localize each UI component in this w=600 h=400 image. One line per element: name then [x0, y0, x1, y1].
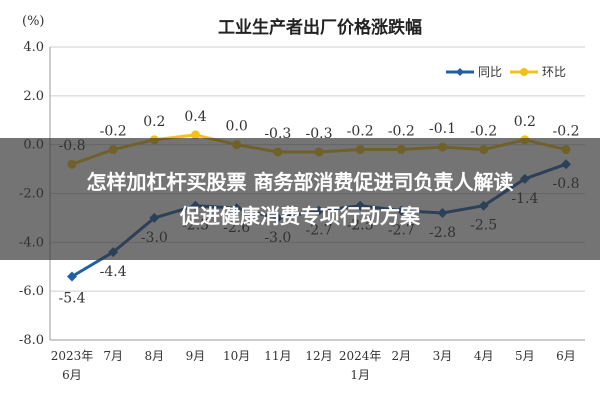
x-tick-line: 9月	[186, 349, 206, 363]
x-tick-line: 7月	[103, 349, 123, 363]
y-tick-label: -8.0	[19, 333, 44, 348]
y-tick-label: 4.0	[23, 40, 44, 55]
x-tick-line: 2023年	[51, 349, 94, 363]
x-tick-line: 8月	[145, 349, 165, 363]
legend-label: 同比	[478, 65, 502, 79]
x-tick-line: 10月	[223, 349, 250, 363]
data-label-mom: 0.4	[184, 109, 206, 125]
headline-overlay: 怎样加杠杆买股票 商务部消费促进司负责人解读 促进健康消费专项行动方案	[0, 138, 600, 260]
x-tick-line: 5月	[515, 349, 535, 363]
x-tick-label: 3月	[433, 349, 453, 363]
data-label-mom: 0.2	[143, 114, 165, 130]
data-label-mom: -0.2	[388, 124, 415, 140]
legend-label: 环比	[542, 65, 566, 79]
legend-marker	[456, 68, 464, 76]
y-tick-label: -6.0	[19, 284, 44, 299]
data-label-mom: 0.2	[514, 114, 536, 130]
x-tick-label: 6月	[556, 349, 576, 363]
x-tick-label: 8月	[145, 349, 165, 363]
x-tick-label: 2023年 6月	[51, 349, 94, 382]
y-tick-label: 2.0	[23, 89, 44, 104]
x-tick-label: 4月	[474, 349, 494, 363]
x-tick-label: 2024年 1月	[339, 349, 382, 382]
x-tick-label: 2月	[392, 349, 412, 363]
data-label-mom: -0.2	[553, 124, 580, 140]
x-tick-label: 12月	[305, 349, 332, 363]
x-tick-line: 1月	[350, 368, 370, 382]
x-tick-line: 4月	[474, 349, 494, 363]
x-ticks: 2023年 6月 7月 8月 9月 10月 11月 12月 2024年 1月 2月 3月 4月 5月 6月	[51, 349, 576, 382]
x-tick-line: 6月	[62, 368, 82, 382]
x-tick-label: 10月	[223, 349, 250, 363]
x-tick-line: 2024年	[339, 349, 382, 363]
chart-title: 工业生产者出厂价格涨跌幅	[218, 17, 422, 38]
legend: 同比 环比	[446, 65, 566, 79]
y-unit-label: (%)	[22, 14, 45, 29]
data-label-yoy: -5.4	[59, 291, 86, 307]
data-label-mom: -0.2	[470, 124, 497, 140]
x-tick-label: 5月	[515, 349, 535, 363]
x-tick-line: 2月	[392, 349, 412, 363]
legend-marker	[520, 68, 528, 76]
x-tick-line: 6月	[556, 349, 576, 363]
data-label-yoy: -4.4	[100, 264, 127, 280]
data-label-mom: -0.2	[347, 124, 374, 140]
data-label-mom: -0.1	[429, 121, 456, 137]
x-tick-label: 7月	[103, 349, 123, 363]
x-tick-label: 9月	[186, 349, 206, 363]
data-label-mom: -0.2	[100, 124, 127, 140]
data-label-mom: 0.0	[226, 119, 248, 135]
headline-line-1: 怎样加杠杆买股票 商务部消费促进司负责人解读	[86, 170, 514, 194]
x-tick-line: 3月	[433, 349, 453, 363]
data-label-mom: -0.3	[306, 126, 333, 142]
headline-line-2: 促进健康消费专项行动方案	[180, 204, 420, 228]
data-point-yoy	[67, 271, 77, 282]
data-label-mom: -0.3	[264, 126, 291, 142]
x-tick-label: 11月	[264, 349, 291, 363]
x-tick-line: 11月	[264, 349, 291, 363]
data-point-mom	[191, 130, 200, 140]
x-tick-line: 12月	[305, 349, 332, 363]
